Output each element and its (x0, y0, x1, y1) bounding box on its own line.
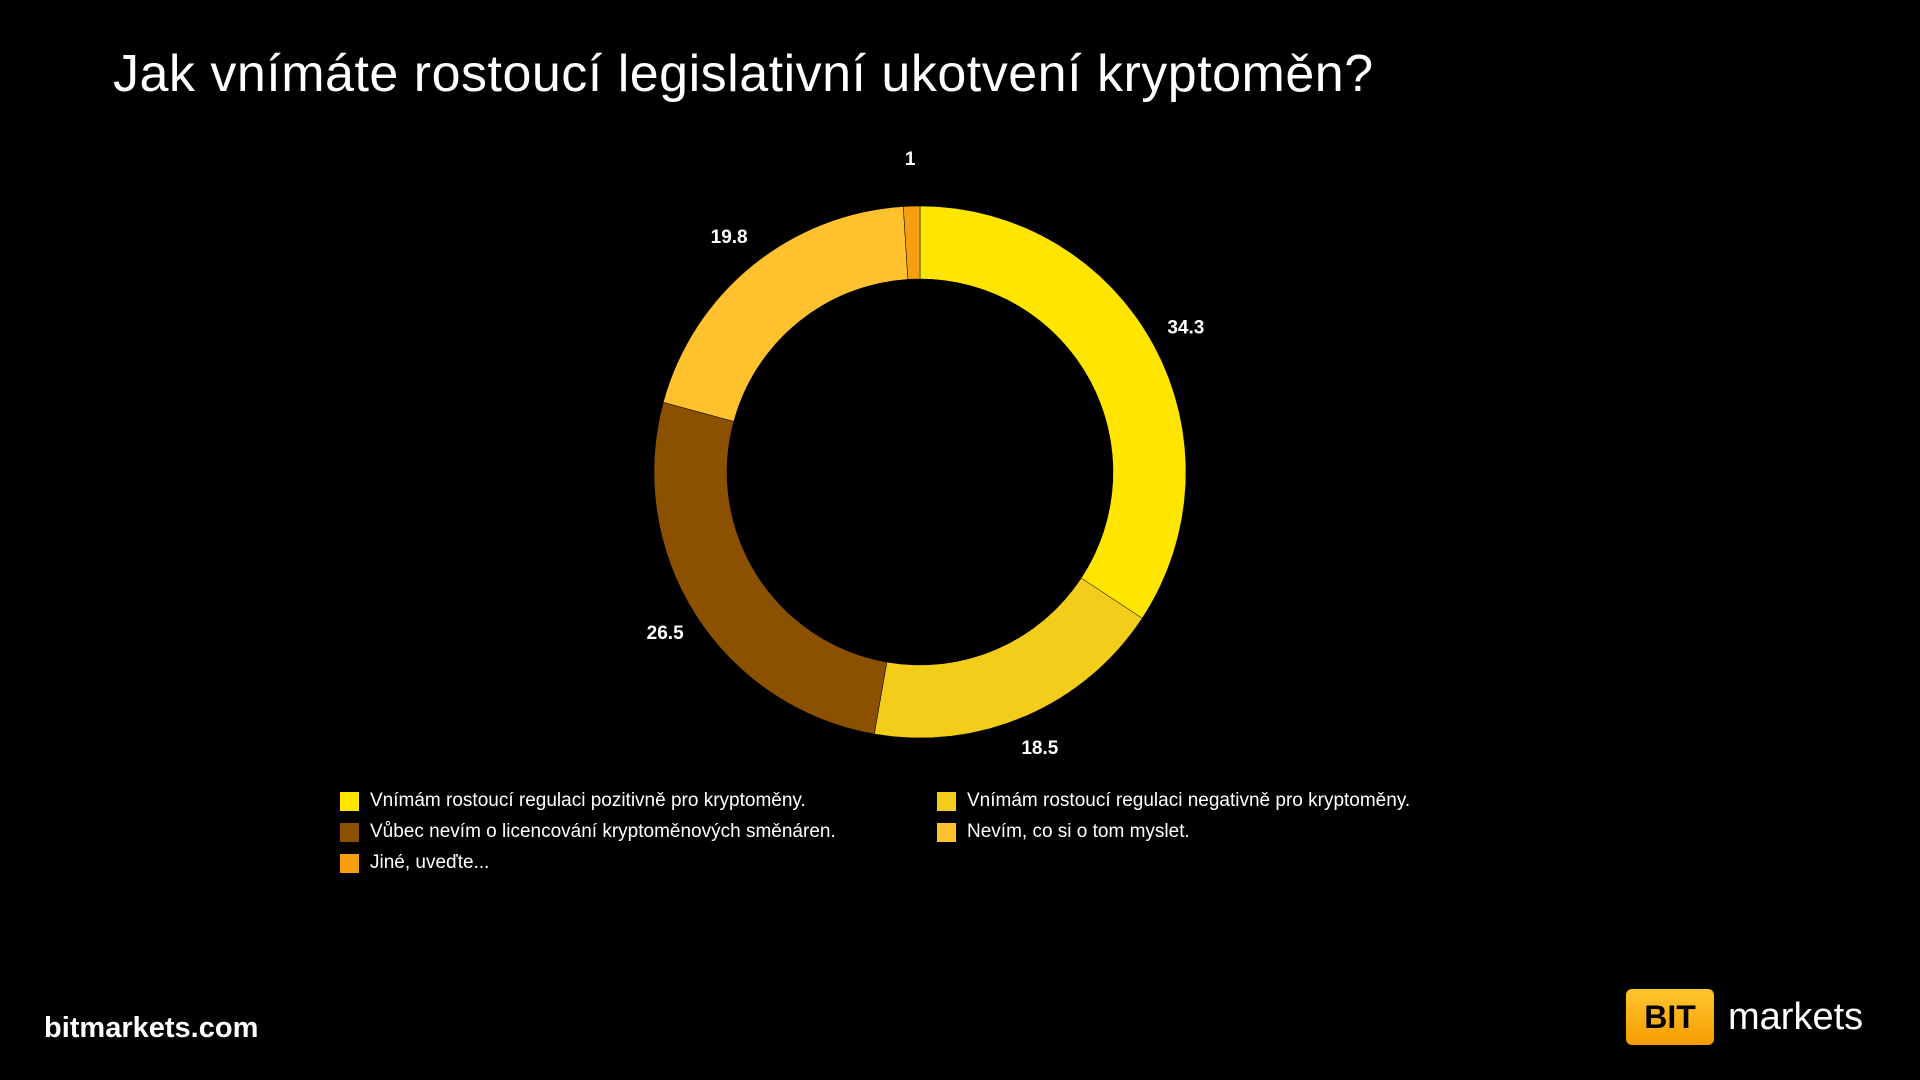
legend-item: Nevím, co si o tom myslet. (937, 820, 1410, 844)
legend-label: Vůbec nevím o licencování kryptoměnových… (370, 821, 836, 842)
legend-label: Vnímám rostoucí regulaci pozitivně pro k… (370, 790, 806, 811)
donut-slice (874, 577, 1143, 739)
data-label: 18.5 (1021, 738, 1058, 759)
website-url: bitmarkets.com (44, 1012, 259, 1044)
donut-slice (662, 206, 909, 422)
legend-swatch (340, 822, 359, 842)
legend-swatch (937, 791, 956, 811)
legend-label: Jiné, uveďte... (370, 852, 490, 873)
legend-item: Vnímám rostoucí regulaci negativně pro k… (937, 789, 1410, 813)
chart-title: Jak vnímáte rostoucí legislativní ukotve… (113, 45, 1374, 103)
logo-text: markets (1728, 995, 1864, 1038)
legend-swatch (340, 853, 359, 873)
data-label: 19.8 (711, 227, 748, 248)
donut-slice (919, 205, 1187, 619)
legend-swatch (340, 791, 359, 811)
data-label: 1 (905, 149, 916, 170)
donut-slice (653, 401, 888, 735)
legend-item: Jiné, uveďte... (340, 851, 937, 875)
data-label: 34.3 (1167, 318, 1204, 339)
legend-item: Vnímám rostoucí regulaci pozitivně pro k… (340, 789, 937, 813)
legend-item: Vůbec nevím o licencování kryptoměnových… (340, 820, 937, 844)
bitmarkets-logo: BIT markets (1626, 989, 1863, 1045)
legend-label: Vnímám rostoucí regulaci negativně pro k… (967, 790, 1411, 811)
legend-swatch (937, 822, 956, 842)
logo-box: BIT (1626, 989, 1714, 1045)
legend: Vnímám rostoucí regulaci pozitivně pro k… (340, 789, 1410, 875)
data-label: 26.5 (647, 623, 684, 644)
donut-slice (903, 205, 921, 280)
legend-label: Nevím, co si o tom myslet. (967, 821, 1190, 842)
